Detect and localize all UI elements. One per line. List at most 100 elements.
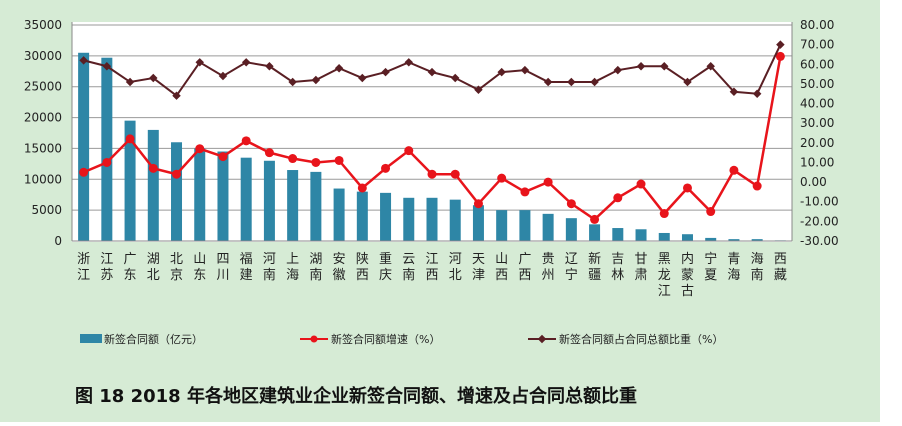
- point: [358, 73, 367, 83]
- category-label: 北: [170, 252, 183, 267]
- category-label: 蒙: [681, 268, 694, 283]
- bar: [705, 237, 717, 241]
- bar: [728, 239, 740, 241]
- point: [334, 155, 344, 165]
- bar: [287, 170, 299, 241]
- category-label: 安: [333, 252, 346, 267]
- category-label: 甘: [635, 252, 648, 267]
- point: [450, 73, 460, 83]
- point: [474, 85, 483, 95]
- right-tick-label: -20.00: [800, 214, 839, 228]
- point: [241, 136, 251, 146]
- category-label: 京: [170, 268, 183, 283]
- right-tick-label: 60.00: [800, 57, 834, 71]
- category-label: 陕: [356, 252, 369, 267]
- point: [381, 163, 391, 173]
- category-label: 江: [425, 252, 438, 267]
- category-label: 辽: [565, 252, 578, 267]
- bar: [635, 229, 647, 241]
- category-label: 西: [356, 268, 369, 283]
- bar: [217, 151, 229, 241]
- bar: [171, 142, 183, 241]
- category-label: 西: [774, 252, 787, 267]
- category-label: 西: [425, 268, 438, 283]
- category-label: 疆: [588, 268, 601, 283]
- left-tick-label: 0: [54, 234, 62, 248]
- right-tick-label: 10.00: [800, 155, 834, 169]
- category-label: 南: [309, 267, 322, 283]
- category-label: 西: [495, 268, 508, 283]
- point: [125, 77, 135, 87]
- category-label: 津: [472, 268, 485, 283]
- legend-marker: [537, 334, 547, 344]
- bar: [78, 52, 90, 242]
- bar: [403, 197, 415, 241]
- bar: [101, 57, 113, 241]
- point: [79, 56, 88, 65]
- point: [264, 148, 274, 158]
- category-label: 龙: [658, 268, 671, 283]
- point: [357, 183, 367, 193]
- point: [590, 214, 600, 224]
- bar: [658, 232, 670, 241]
- bar: [542, 213, 554, 241]
- bar: [449, 199, 461, 241]
- point: [682, 183, 692, 193]
- category-label: 河: [263, 252, 276, 267]
- bar: [589, 224, 601, 241]
- right-tick-label: 50.00: [800, 77, 834, 91]
- point: [125, 134, 135, 144]
- point: [172, 169, 182, 179]
- category-label: 四: [216, 252, 229, 267]
- category-label: 重: [379, 251, 392, 267]
- legend-label: 新签合同额增速（%）: [331, 332, 440, 346]
- right-tick-label: 30.00: [800, 116, 834, 130]
- point: [543, 177, 553, 187]
- bar: [194, 148, 206, 241]
- point: [775, 51, 785, 61]
- point: [473, 199, 483, 209]
- point: [195, 58, 204, 67]
- point: [172, 91, 181, 100]
- legend-label: 新签合同额（亿元）: [104, 332, 203, 346]
- left-tick-label: 25000: [24, 80, 62, 94]
- category-label: 南: [402, 267, 415, 283]
- legend-swatch: [80, 334, 102, 343]
- bar: [681, 234, 693, 241]
- category-label: 河: [449, 252, 462, 267]
- legend: 新签合同额（亿元） 新签合同额增速（%） 新签合同额占合同总额比重（%）: [80, 332, 723, 346]
- category-label: 江: [100, 252, 113, 267]
- category-label: 北: [449, 268, 462, 283]
- right-tick-label: 20.00: [800, 136, 834, 150]
- point: [288, 154, 298, 164]
- category-label: 上: [286, 252, 299, 267]
- bar: [565, 218, 577, 241]
- bar: [240, 157, 252, 241]
- category-label: 建: [240, 268, 253, 283]
- category-label: 古: [681, 284, 694, 299]
- point: [497, 67, 506, 77]
- category-label: 海: [727, 268, 740, 283]
- point: [381, 67, 390, 77]
- bar: [751, 239, 763, 241]
- right-tick-label: 80.00: [800, 18, 834, 32]
- category-label: 湖: [309, 252, 322, 267]
- category-label: 江: [77, 268, 90, 283]
- point: [659, 209, 669, 219]
- point: [311, 75, 321, 85]
- left-tick-label: 30000: [24, 49, 62, 63]
- point: [752, 181, 762, 191]
- category-label: 庆: [379, 268, 392, 283]
- category-label: 苏: [100, 267, 113, 283]
- bar: [263, 160, 275, 241]
- category-label: 林: [611, 268, 624, 283]
- point: [497, 173, 507, 183]
- point: [729, 165, 739, 175]
- point: [288, 77, 297, 87]
- right-tick-label: 0.00: [800, 175, 827, 189]
- point: [566, 199, 576, 209]
- point: [102, 157, 112, 167]
- right-tick-label: -10.00: [800, 195, 839, 209]
- category-label: 徽: [333, 268, 346, 283]
